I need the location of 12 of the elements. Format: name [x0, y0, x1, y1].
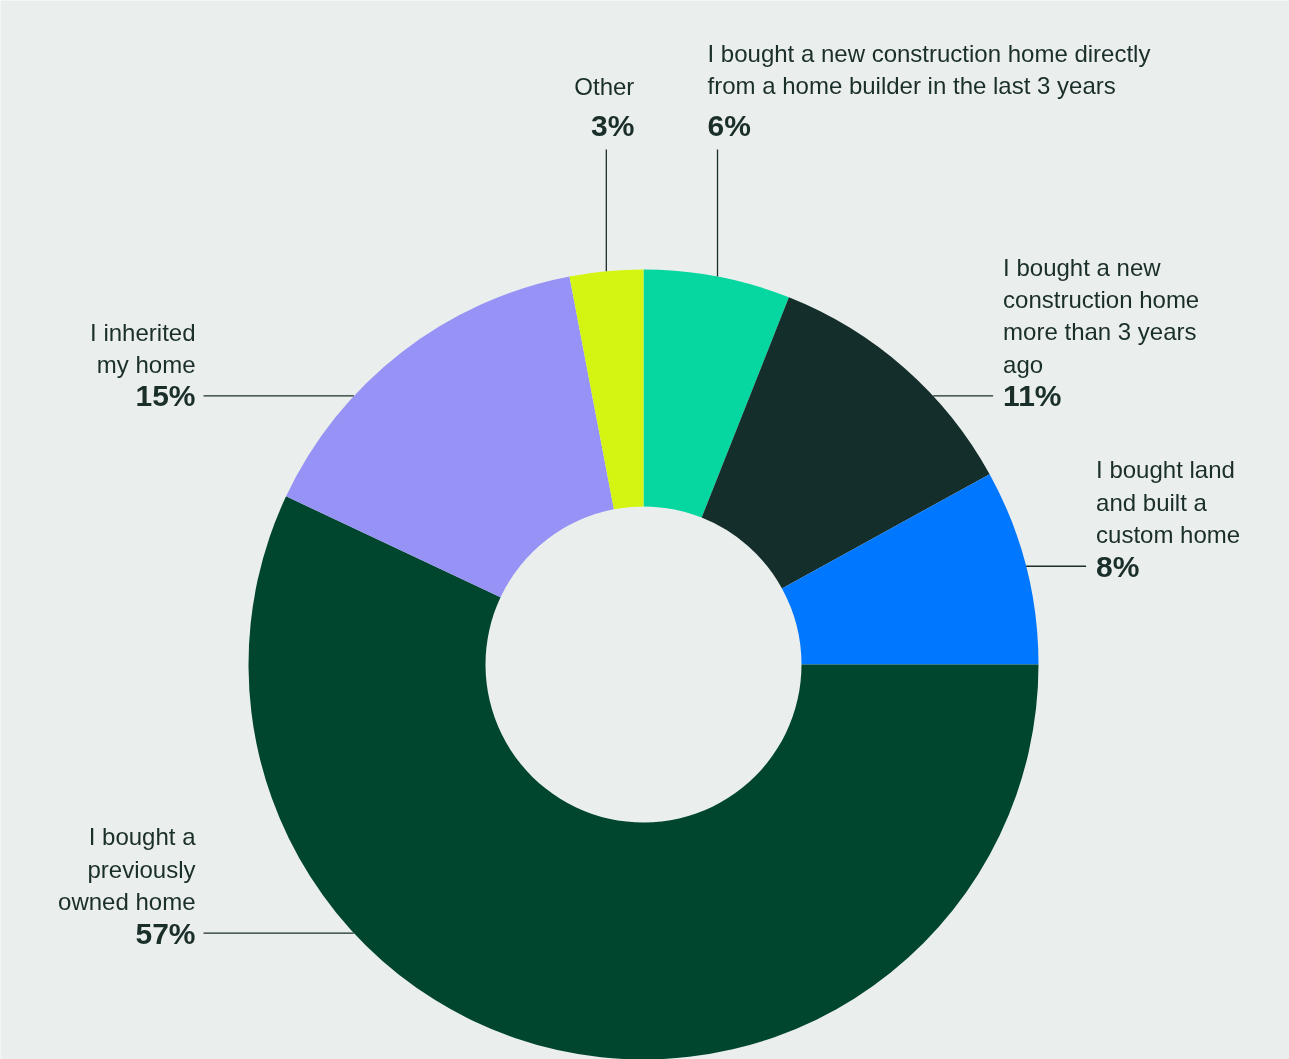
slice-label: I bought land and built a custom home — [1096, 456, 1241, 549]
slice-label: Other — [574, 72, 635, 100]
data-label: 6% — [707, 108, 751, 142]
data-label: 8% — [1096, 549, 1140, 583]
data-label: 15% — [135, 379, 196, 413]
slice-label: I inherited my home — [90, 318, 196, 378]
data-label: 3% — [590, 108, 635, 142]
data-label: 57% — [135, 916, 196, 950]
slice-label: I bought a new construction home more than 3 years ago — [1003, 253, 1200, 378]
slice-label: I bought a new construction home directly from a home builder in the last 3 years — [707, 40, 1151, 100]
data-label: 11% — [1003, 379, 1062, 413]
slice-label: I bought a previously owned home — [58, 823, 197, 916]
